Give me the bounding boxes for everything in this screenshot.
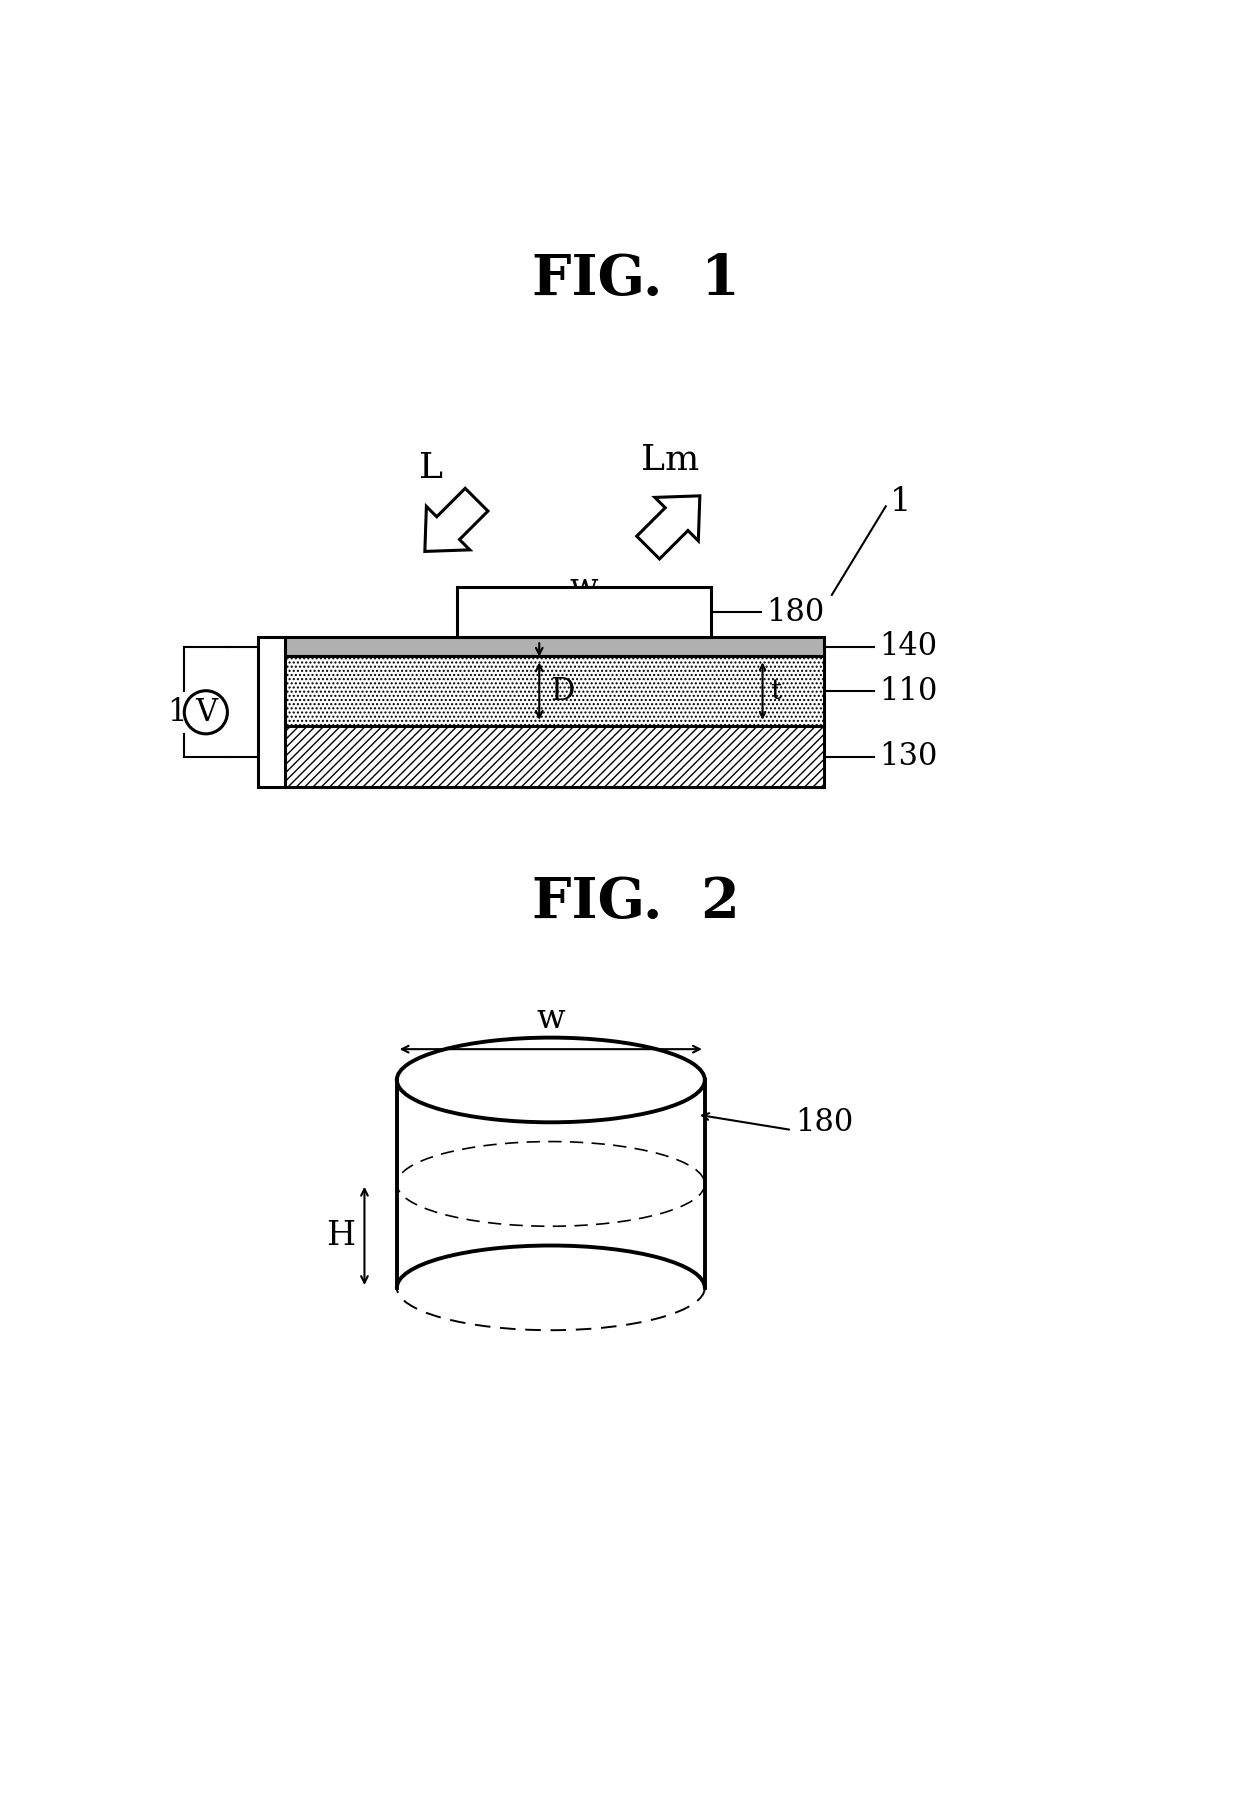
- Text: V: V: [195, 696, 217, 727]
- Text: FIG.  2: FIG. 2: [532, 876, 739, 930]
- Text: 130: 130: [879, 742, 937, 772]
- Bar: [285, 725, 825, 787]
- Polygon shape: [637, 495, 699, 558]
- Bar: [456, 587, 711, 636]
- Text: FIG.  1: FIG. 1: [532, 252, 739, 306]
- Text: t: t: [770, 678, 781, 705]
- Text: H: H: [326, 1220, 355, 1253]
- Text: 190: 190: [167, 696, 226, 727]
- Circle shape: [185, 691, 227, 734]
- Text: w: w: [537, 1003, 565, 1035]
- Text: Lm: Lm: [641, 442, 699, 477]
- Bar: [285, 656, 825, 725]
- Text: 110: 110: [879, 676, 937, 707]
- Text: 1: 1: [889, 486, 911, 519]
- Polygon shape: [425, 488, 489, 551]
- Text: w: w: [569, 571, 598, 604]
- Bar: [258, 636, 285, 787]
- Text: D: D: [551, 676, 574, 707]
- Text: 180: 180: [796, 1106, 854, 1139]
- Text: 140: 140: [879, 631, 937, 662]
- Text: L: L: [419, 451, 444, 484]
- Text: 180: 180: [766, 596, 825, 627]
- Bar: [285, 636, 825, 656]
